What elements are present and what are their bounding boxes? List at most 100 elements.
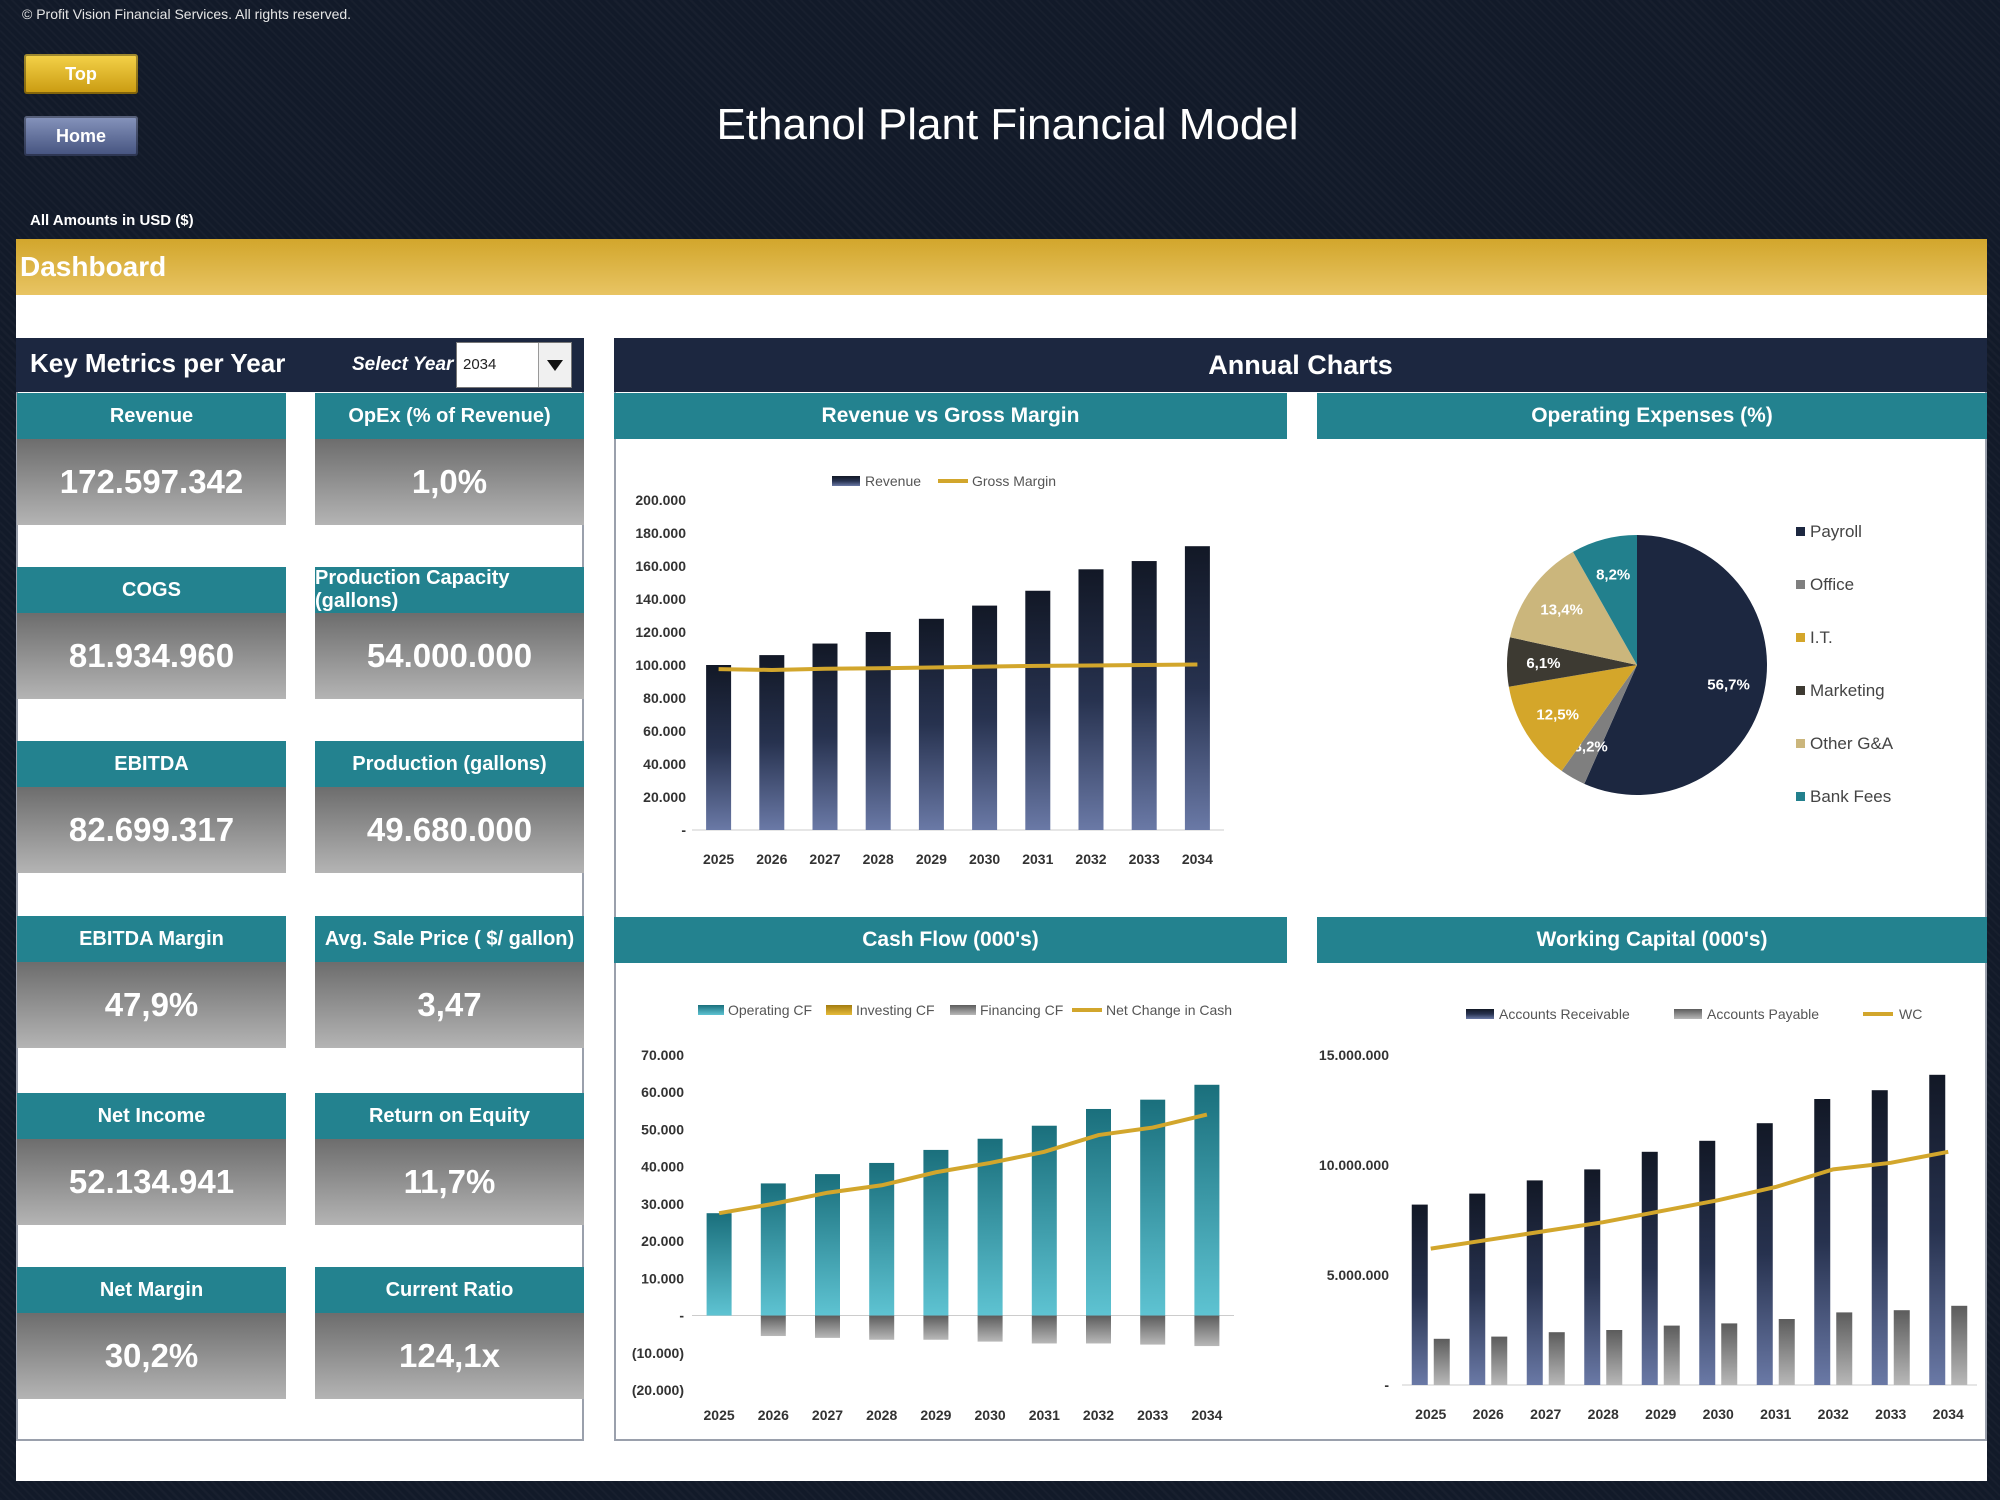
x-tick-label: 2032: [1083, 1407, 1114, 1423]
x-tick-label: 2027: [809, 851, 840, 867]
pie-label-other-g-a: 13,4%: [1540, 601, 1583, 618]
bar-revenue-2032: [1078, 569, 1104, 830]
cash-flow-chart: Operating CF Investing CF Financing CF Net …: [632, 1002, 1234, 1423]
metric-label-net-income: Net Income: [17, 1093, 286, 1139]
y-tick-label: 160.000: [635, 558, 686, 574]
y-tick-label: (10.000): [632, 1345, 684, 1361]
bar-operating-cf-2030: [977, 1138, 1003, 1316]
bar-operating-cf-2025: [706, 1213, 732, 1316]
bar-accounts-receivable-2028: [1584, 1169, 1601, 1385]
bar-accounts-payable-2026: [1491, 1336, 1508, 1385]
bar-accounts-payable-2033: [1893, 1310, 1910, 1385]
bar-accounts-receivable-2029: [1641, 1151, 1658, 1385]
y-tick-label: 120.000: [635, 624, 686, 640]
bar-revenue-2031: [1025, 590, 1051, 830]
pie-slice-bank-fees: [1573, 535, 1637, 665]
bar-revenue-2028: [865, 632, 891, 830]
x-tick-label: 2028: [866, 1407, 897, 1423]
y-tick-label: 5.000.000: [1327, 1267, 1389, 1283]
metric-value-opex-of-revenue: 1,0%: [315, 439, 584, 525]
y-tick-label: 10.000.000: [1319, 1157, 1389, 1173]
bar-operating-cf-2029: [923, 1149, 949, 1316]
legend-marketing: Marketing: [1810, 681, 1885, 700]
y-tick-label: 200.000: [635, 492, 686, 508]
metric-value-avg-sale-price-gallon: 3,47: [315, 962, 584, 1048]
x-tick-label: 2028: [863, 851, 894, 867]
top-button[interactable]: Top: [24, 54, 138, 94]
metric-value-net-income: 52.134.941: [17, 1139, 286, 1225]
y-tick-label: 60.000: [641, 1084, 684, 1100]
legend-swatch-other-g-a: [1796, 739, 1805, 748]
bar-financing-cf-2030: [977, 1315, 1003, 1342]
select-year-dropdown[interactable]: 2034: [456, 342, 572, 388]
metric-label-production-gallons: Production (gallons): [315, 741, 584, 787]
dashboard-title: Dashboard: [20, 251, 167, 282]
legend-i-t-: I.T.: [1810, 628, 1833, 647]
bar-financing-cf-2026: [760, 1315, 786, 1337]
select-year-label: Select Year: [352, 354, 454, 375]
y-tick-label: 100.000: [635, 657, 686, 673]
y-tick-label: 50.000: [641, 1121, 684, 1137]
y-tick-label: -: [1384, 1377, 1389, 1393]
legend-swatch-i-t-: [1796, 633, 1805, 642]
pie-slice-payroll: [1584, 535, 1767, 795]
pie-slice-i-t-: [1508, 665, 1637, 771]
bar-accounts-receivable-2025: [1411, 1204, 1428, 1385]
legend-bank-fees: Bank Fees: [1810, 787, 1891, 806]
annual-charts-title: Annual Charts: [1208, 349, 1393, 380]
metric-label-net-margin: Net Margin: [17, 1267, 286, 1313]
y-tick-label: 70.000: [641, 1047, 684, 1063]
legend-gross-margin: Gross Margin: [972, 473, 1056, 489]
metric-value-return-on-equity: 11,7%: [315, 1139, 584, 1225]
metric-label-cogs: COGS: [17, 567, 286, 613]
y-tick-label: 20.000: [643, 789, 686, 805]
metric-value-production-gallons: 49.680.000: [315, 787, 584, 873]
chevron-down-icon[interactable]: [538, 343, 571, 387]
copyright-notice: © Profit Vision Financial Services. All …: [22, 6, 352, 22]
bar-financing-cf-2031: [1031, 1315, 1057, 1344]
bar-revenue-2026: [759, 655, 785, 830]
legend-swatch-revenue: [832, 476, 860, 486]
key-metrics-title: Key Metrics per Year: [30, 348, 286, 378]
legend-operating-cf: Operating CF: [728, 1002, 812, 1018]
legend-swatch-operating-cf: [698, 1005, 724, 1015]
legend-wc: WC: [1899, 1006, 1922, 1022]
bar-accounts-payable-2030: [1721, 1323, 1738, 1385]
x-tick-label: 2034: [1182, 851, 1213, 867]
bar-financing-cf-2034: [1194, 1315, 1220, 1347]
y-tick-label: 15.000.000: [1319, 1047, 1389, 1063]
bar-accounts-receivable-2031: [1756, 1123, 1773, 1385]
bar-accounts-receivable-2026: [1469, 1193, 1486, 1385]
bar-accounts-payable-2031: [1778, 1319, 1795, 1385]
x-tick-label: 2031: [1760, 1406, 1791, 1422]
bar-accounts-payable-2028: [1606, 1330, 1623, 1385]
x-tick-label: 2032: [1818, 1406, 1849, 1422]
y-tick-label: -: [681, 822, 686, 838]
legend-swatch-investing-cf: [826, 1005, 852, 1015]
metric-value-ebitda: 82.699.317: [17, 787, 286, 873]
legend-financing-cf: Financing CF: [980, 1002, 1063, 1018]
x-tick-label: 2034: [1191, 1407, 1222, 1423]
x-tick-label: 2032: [1075, 851, 1106, 867]
bar-operating-cf-2034: [1194, 1084, 1220, 1316]
metric-value-production-capacity-gallons: 54.000.000: [315, 613, 584, 699]
pie-slice-other-g-a: [1509, 551, 1637, 665]
amounts-note: All Amounts in USD ($): [30, 212, 194, 229]
home-button[interactable]: Home: [24, 116, 138, 156]
bar-financing-cf-2027: [815, 1315, 840, 1338]
bar-operating-cf-2033: [1140, 1099, 1166, 1316]
bar-financing-cf-2033: [1140, 1315, 1166, 1345]
x-tick-label: 2030: [969, 851, 1000, 867]
metric-label-return-on-equity: Return on Equity: [315, 1093, 584, 1139]
bar-operating-cf-2027: [815, 1174, 840, 1316]
legend-office: Office: [1810, 575, 1854, 594]
y-tick-label: 20.000: [641, 1233, 684, 1249]
bar-accounts-receivable-2030: [1699, 1140, 1716, 1385]
y-tick-label: 10.000: [641, 1270, 684, 1286]
legend-accounts-payable: Accounts Payable: [1707, 1006, 1819, 1022]
x-tick-label: 2029: [1645, 1406, 1676, 1422]
x-tick-label: 2026: [1473, 1406, 1504, 1422]
x-tick-label: 2025: [1415, 1406, 1446, 1422]
metric-label-production-capacity-gallons: Production Capacity (gallons): [315, 567, 584, 613]
bar-revenue-2034: [1184, 546, 1210, 830]
